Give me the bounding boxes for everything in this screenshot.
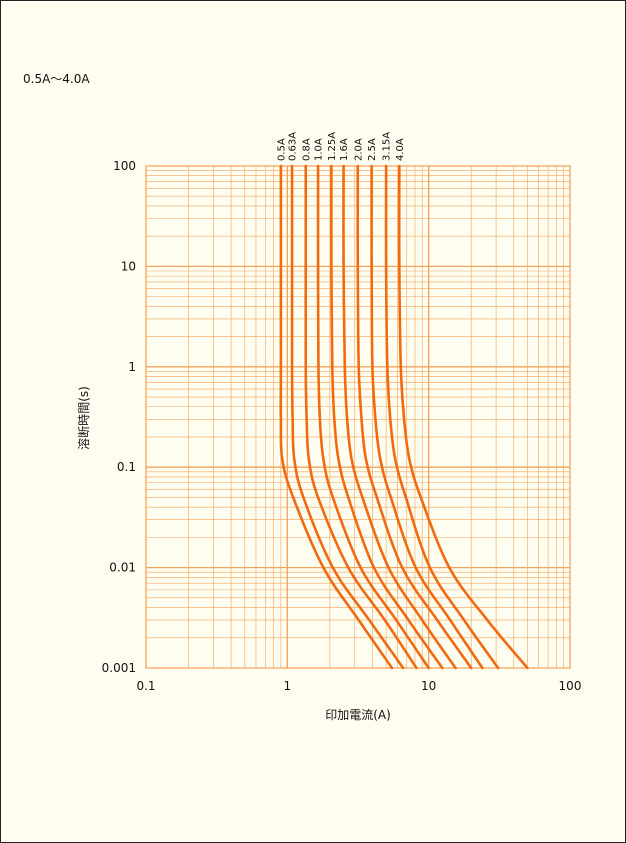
series-line <box>356 164 473 670</box>
y-tick-label: 0.01 <box>109 561 136 575</box>
series-line <box>370 164 484 670</box>
y-tick-label: 10 <box>121 259 136 273</box>
series-line <box>316 164 430 670</box>
y-tick-label: 0.1 <box>117 460 136 474</box>
series-label: 0.5A <box>276 138 287 161</box>
series-line <box>279 164 394 670</box>
series-label: 0.63A <box>288 132 299 161</box>
x-axis-title: 印加電流(A) <box>325 708 391 722</box>
y-axis-title: 溶断時間(s) <box>76 386 91 450</box>
legend-labels: 0.5A 0.63A 0.8A 1.0A 1.25A 1.6A 2.0A 2.5A 3.15A 4… <box>276 132 405 161</box>
x-tick-label: 1 <box>284 679 292 693</box>
series-label: 4.0A <box>395 138 406 161</box>
series-line <box>330 164 444 670</box>
series-label: 1.0A <box>314 138 325 161</box>
y-tick-label: 100 <box>113 159 136 173</box>
y-tick-label: 0.001 <box>102 661 136 675</box>
series-line <box>397 164 529 670</box>
series-line <box>342 164 457 670</box>
series-label: 1.25A <box>327 132 338 161</box>
x-tick-label: 10 <box>421 679 436 693</box>
series-line <box>304 164 418 670</box>
x-tick-label: 0.1 <box>136 679 155 693</box>
series-label: 2.0A <box>353 138 364 161</box>
y-tick-label: 1 <box>128 360 136 374</box>
series-line <box>290 164 405 670</box>
series-label: 3.15A <box>382 132 393 161</box>
series-line <box>384 164 500 670</box>
page-title: 0.5A〜4.0A <box>23 72 90 86</box>
series-label: 2.5A <box>367 138 378 161</box>
series-label: 0.8A <box>301 138 312 161</box>
curves <box>279 164 529 670</box>
series-label: 1.6A <box>339 138 350 161</box>
x-tick-label: 100 <box>559 679 582 693</box>
ticks: 0.1 1 10 100 0.001 0.01 0.1 1 10 100 <box>102 159 582 693</box>
